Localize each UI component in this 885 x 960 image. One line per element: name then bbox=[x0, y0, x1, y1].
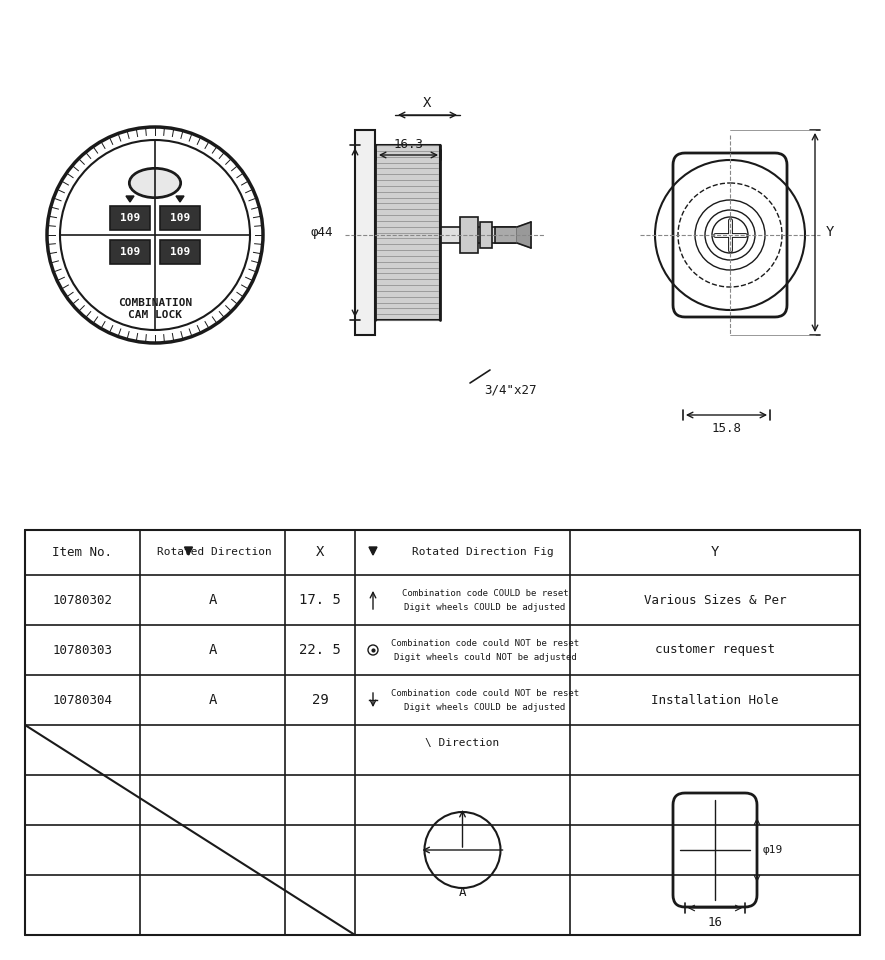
Text: Rotated Direction Fig: Rotated Direction Fig bbox=[412, 547, 554, 557]
Text: 17. 5: 17. 5 bbox=[299, 593, 341, 607]
Bar bbox=[375, 145, 440, 320]
Text: A: A bbox=[208, 693, 217, 707]
Text: 22. 5: 22. 5 bbox=[299, 643, 341, 657]
Text: \ Direction: \ Direction bbox=[426, 738, 500, 748]
Bar bbox=[355, 130, 375, 335]
Bar bbox=[160, 206, 200, 230]
Text: Digit wheels COULD be adjusted: Digit wheels COULD be adjusted bbox=[404, 703, 566, 711]
Text: 16: 16 bbox=[707, 916, 722, 928]
Polygon shape bbox=[126, 196, 134, 202]
Text: A: A bbox=[458, 886, 466, 900]
Text: φ44: φ44 bbox=[311, 226, 333, 239]
Polygon shape bbox=[176, 196, 184, 202]
Text: 10780303: 10780303 bbox=[52, 643, 112, 657]
Ellipse shape bbox=[130, 169, 180, 197]
Text: Y: Y bbox=[711, 545, 720, 559]
Text: Rotated Direction: Rotated Direction bbox=[158, 547, 272, 557]
Text: Combination code COULD be reset: Combination code COULD be reset bbox=[402, 589, 568, 598]
Text: Digit wheels could NOT be adjusted: Digit wheels could NOT be adjusted bbox=[394, 653, 576, 661]
Bar bbox=[460, 217, 478, 253]
Text: 10780302: 10780302 bbox=[52, 593, 112, 607]
Polygon shape bbox=[184, 547, 193, 555]
Text: 109: 109 bbox=[119, 247, 140, 257]
Bar bbox=[110, 240, 150, 264]
Text: 109: 109 bbox=[170, 247, 190, 257]
Text: Combination code could NOT be reset: Combination code could NOT be reset bbox=[391, 689, 579, 699]
Bar bbox=[440, 227, 520, 243]
Bar bbox=[160, 240, 200, 264]
Text: Installation Hole: Installation Hole bbox=[651, 693, 779, 707]
Text: Item No.: Item No. bbox=[52, 545, 112, 559]
Text: Digit wheels COULD be adjusted: Digit wheels COULD be adjusted bbox=[404, 603, 566, 612]
Text: X: X bbox=[316, 545, 324, 559]
Text: 3/4"x27: 3/4"x27 bbox=[484, 383, 536, 396]
Text: COMBINATION: COMBINATION bbox=[118, 298, 192, 308]
Text: Y: Y bbox=[826, 226, 835, 239]
Bar bbox=[480, 222, 492, 248]
Text: 109: 109 bbox=[119, 213, 140, 223]
Text: Various Sizes & Per: Various Sizes & Per bbox=[643, 593, 786, 607]
Bar bbox=[110, 206, 150, 230]
Text: 29: 29 bbox=[312, 693, 328, 707]
Text: customer request: customer request bbox=[655, 643, 775, 657]
Text: φ19: φ19 bbox=[763, 845, 783, 855]
Text: A: A bbox=[208, 643, 217, 657]
Text: 109: 109 bbox=[170, 213, 190, 223]
Bar bbox=[495, 227, 517, 243]
Text: A: A bbox=[208, 593, 217, 607]
Text: 10780304: 10780304 bbox=[52, 693, 112, 707]
Text: Combination code could NOT be reset: Combination code could NOT be reset bbox=[391, 639, 579, 649]
Text: CAM LOCK: CAM LOCK bbox=[128, 310, 182, 320]
Text: 15.8: 15.8 bbox=[712, 422, 742, 436]
Text: 16.3: 16.3 bbox=[394, 138, 424, 152]
Polygon shape bbox=[369, 547, 377, 555]
Polygon shape bbox=[517, 222, 531, 248]
Text: X: X bbox=[423, 96, 432, 110]
